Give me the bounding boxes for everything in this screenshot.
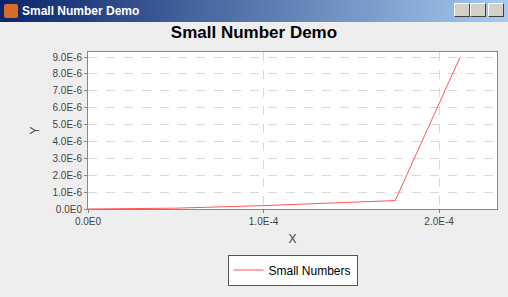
svg-text:5.0E-6: 5.0E-6 xyxy=(53,119,83,130)
svg-text:4.0E-6: 4.0E-6 xyxy=(53,136,83,147)
html-text:Small Number Demo: Small Number Demo xyxy=(22,4,140,18)
svg-text:7.0E-6: 7.0E-6 xyxy=(53,85,83,96)
svg-text:0.0E0: 0.0E0 xyxy=(56,204,83,215)
svg-text:0.0E0: 0.0E0 xyxy=(75,216,102,227)
svg-text:Y: Y xyxy=(28,126,42,134)
svg-text:6.0E-6: 6.0E-6 xyxy=(53,102,83,113)
svg-text:1.0E-6: 1.0E-6 xyxy=(53,187,83,198)
svg-text:8.0E-6: 8.0E-6 xyxy=(53,68,83,79)
svg-text:Small Number Demo: Small Number Demo xyxy=(171,23,337,42)
svg-text:1.0E-4: 1.0E-4 xyxy=(249,216,279,227)
svg-text:3.0E-6: 3.0E-6 xyxy=(53,153,83,164)
svg-text:X: X xyxy=(288,232,296,246)
svg-text:2.0E-4: 2.0E-4 xyxy=(424,216,454,227)
svg-text:2.0E-6: 2.0E-6 xyxy=(53,170,83,181)
svg-text:Small Numbers: Small Numbers xyxy=(269,264,351,278)
svg-text:9.0E-6: 9.0E-6 xyxy=(53,52,83,63)
